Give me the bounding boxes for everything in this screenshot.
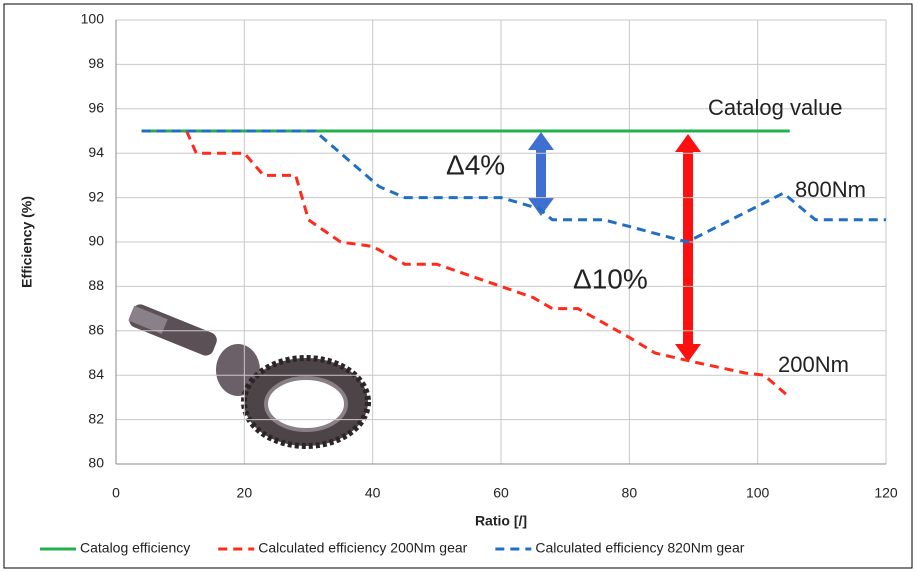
x-tick-label: 120 [874,485,898,501]
annotation: Δ4% [446,149,505,180]
x-tick-label: 60 [493,485,509,501]
y-tick-label: 88 [88,277,104,293]
y-tick-label: 86 [88,322,104,338]
legend-label: Calculated efficiency 200Nm gear [258,540,467,556]
x-tick-label: 100 [746,485,770,501]
y-tick-label: 80 [88,455,104,471]
x-tick-label: 0 [112,485,120,501]
legend-label: Catalog efficiency [80,540,190,556]
annotation: Catalog value [708,95,843,120]
x-tick-label: 20 [237,485,253,501]
y-tick-label: 96 [88,100,104,116]
y-tick-label: 94 [88,144,104,160]
x-tick-label: 40 [365,485,381,501]
y-tick-label: 84 [88,366,104,382]
y-tick-label: 100 [81,11,105,27]
chart: Efficiency (%) Ratio [/] 80 82 84 86 88 90 92 9… [0,0,918,572]
annotation: 800Nm [795,177,866,202]
y-tick-label: 90 [88,233,104,249]
annotation: Δ10% [573,263,648,294]
y-tick-label: 92 [88,188,104,204]
y-tick-label: 98 [88,55,104,71]
annotation: 200Nm [778,352,849,377]
x-tick-label: 80 [622,485,638,501]
legend-label: Calculated efficiency 820Nm gear [535,540,744,556]
y-axis-label: Efficiency (%) [19,196,35,288]
x-axis-label: Ratio [/] [475,513,527,529]
y-tick-label: 82 [88,410,104,426]
